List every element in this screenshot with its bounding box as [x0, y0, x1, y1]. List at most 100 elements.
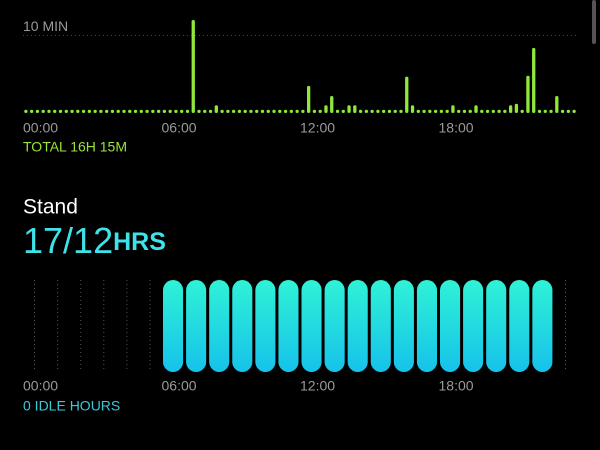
exercise-bar — [226, 109, 230, 113]
exercise-bar — [330, 95, 334, 113]
exercise-bar — [24, 109, 28, 113]
exercise-bar — [307, 85, 311, 113]
exercise-bar — [295, 109, 299, 113]
exercise-bar — [41, 109, 45, 113]
exercise-bar — [99, 109, 103, 113]
exercise-bar — [485, 109, 490, 113]
stand-bar — [301, 280, 322, 372]
exercise-bar — [457, 109, 461, 113]
stand-bar — [278, 280, 299, 372]
exercise-bar — [445, 109, 449, 113]
exercise-bar — [220, 109, 224, 113]
exercise-bar — [416, 109, 420, 113]
exercise-bar — [168, 109, 172, 113]
stand-bar — [509, 280, 530, 372]
exercise-bar — [93, 109, 97, 113]
exercise-bar — [162, 109, 167, 113]
exercise-bar — [480, 109, 484, 113]
exercise-bar — [260, 109, 265, 113]
exercise-bar — [341, 109, 345, 113]
exercise-bar — [393, 109, 397, 113]
x-tick-label: 06:00 — [162, 120, 197, 136]
x-tick-label: 00:00 — [23, 378, 58, 394]
exercise-bar — [312, 109, 317, 113]
exercise-bar — [318, 109, 322, 113]
exercise-bar — [197, 109, 201, 113]
scroll-indicator — [592, 0, 596, 44]
exercise-bar — [208, 109, 213, 113]
exercise-bar — [520, 109, 524, 113]
exercise-bar — [243, 109, 247, 113]
stand-bar — [486, 280, 507, 372]
exercise-bar — [156, 109, 161, 113]
exercise-bar — [405, 76, 409, 113]
stand-value: 17/12HRS — [23, 220, 166, 261]
exercise-bar — [122, 109, 126, 113]
exercise-bar — [70, 109, 74, 113]
stand-bar — [186, 280, 207, 372]
exercise-bar — [110, 109, 115, 113]
exercise-bar — [231, 109, 236, 113]
stand-bar — [393, 280, 414, 372]
exercise-bar — [35, 109, 40, 113]
exercise-bar — [532, 47, 536, 113]
exercise-bar — [139, 109, 143, 113]
exercise-bar — [382, 109, 386, 113]
exercise-bar — [549, 109, 553, 113]
exercise-bar — [203, 109, 207, 113]
exercise-bar — [272, 109, 276, 113]
exercise-bar — [555, 95, 559, 113]
stand-bar — [416, 280, 437, 372]
x-tick-label: 06:00 — [162, 378, 197, 394]
exercise-bar — [387, 109, 392, 113]
exercise-bar — [335, 109, 340, 113]
exercise-bar — [255, 109, 259, 113]
exercise-bar — [353, 105, 357, 113]
exercise-bar — [128, 109, 132, 113]
exercise-bar — [185, 109, 190, 113]
y-tick-label: 10 MIN — [23, 18, 68, 34]
exercise-bar — [180, 109, 184, 113]
exercise-bar — [566, 109, 570, 113]
exercise-bar — [376, 109, 380, 113]
exercise-bar — [81, 109, 86, 113]
exercise-bar — [266, 109, 270, 113]
exercise-bar — [526, 75, 530, 113]
x-tick-label: 18:00 — [439, 378, 474, 394]
exercise-bar — [47, 109, 51, 113]
exercise-bar — [283, 109, 288, 113]
stand-bar — [347, 280, 368, 372]
stand-bar — [532, 280, 553, 372]
exercise-bar — [347, 105, 351, 113]
exercise-bar — [289, 109, 293, 113]
exercise-bar — [145, 109, 149, 113]
exercise-bar — [491, 109, 495, 113]
exercise-bar — [174, 109, 178, 113]
exercise-bar — [151, 109, 155, 113]
x-tick-label: 12:00 — [300, 120, 335, 136]
stand-bar — [440, 280, 461, 372]
exercise-bar — [64, 109, 68, 113]
exercise-bar — [30, 109, 34, 113]
exercise-bar — [514, 103, 519, 113]
stand-bar — [209, 280, 230, 372]
exercise-bar — [76, 109, 80, 113]
exercise-bar — [439, 109, 444, 113]
exercise-bar — [468, 109, 472, 113]
exercise-bar — [370, 109, 374, 113]
exercise-bar — [497, 109, 501, 113]
exercise-bar — [422, 109, 426, 113]
stand-bar — [232, 280, 253, 372]
exercise-bar — [451, 105, 455, 113]
stand-unit: HRS — [113, 228, 166, 256]
exercise-bar — [58, 109, 63, 113]
exercise-bar — [462, 109, 467, 113]
stand-bar — [463, 280, 484, 372]
exercise-total: TOTAL 16H 15M — [23, 139, 127, 155]
exercise-bar — [191, 20, 195, 113]
exercise-bar — [572, 109, 576, 113]
exercise-bar — [503, 109, 507, 113]
exercise-bar — [433, 109, 438, 113]
idle-hours: 0 IDLE HOURS — [23, 398, 120, 414]
exercise-bar — [278, 109, 282, 113]
